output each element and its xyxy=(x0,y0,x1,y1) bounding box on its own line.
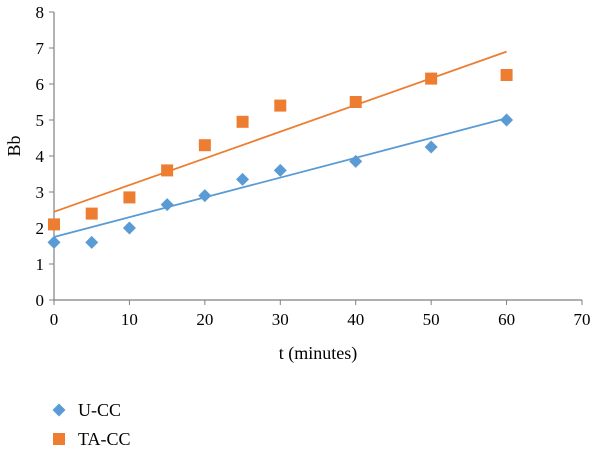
point-u-cc xyxy=(500,113,514,127)
x-tick-label: 0 xyxy=(50,310,59,329)
point-u-cc xyxy=(122,221,136,235)
point-ta-cc xyxy=(85,207,98,220)
point-ta-cc xyxy=(198,139,211,152)
point-u-cc xyxy=(47,235,61,249)
point-ta-cc xyxy=(274,99,287,112)
point-u-cc xyxy=(273,163,287,177)
x-tick-label: 10 xyxy=(121,310,138,329)
point-ta-cc xyxy=(48,218,60,231)
point-ta-cc xyxy=(349,96,362,108)
point-ta-cc xyxy=(123,191,136,204)
x-tick-label: 60 xyxy=(498,310,515,329)
y-tick-label: 5 xyxy=(36,111,45,130)
axes: 0 1 2 3 4 5 6 7 8 0 10 20 30 40 50 60 70 xyxy=(36,3,591,329)
y-tick-label: 7 xyxy=(36,39,45,58)
y-axis-title: Bb xyxy=(4,135,24,156)
legend-marker-ta-cc xyxy=(53,433,65,445)
data-points xyxy=(47,69,514,249)
legend-label-u-cc: U-CC xyxy=(78,400,121,420)
y-tick-label: 6 xyxy=(36,75,45,94)
point-ta-cc xyxy=(500,69,513,81)
y-tick-label: 0 xyxy=(36,291,45,310)
legend-label-ta-cc: TA-CC xyxy=(78,429,131,449)
point-u-cc xyxy=(349,154,363,168)
point-u-cc xyxy=(85,235,99,249)
point-u-cc xyxy=(236,172,250,186)
trendline-u-cc xyxy=(53,117,507,238)
y-tick-label: 4 xyxy=(36,147,45,166)
x-axis-title: t (minutes) xyxy=(279,343,358,364)
y-tick-label: 3 xyxy=(36,183,45,202)
y-tick-label: 2 xyxy=(36,219,45,238)
legend: U-CC TA-CC xyxy=(52,400,131,449)
y-tick-label: 8 xyxy=(36,3,45,22)
legend-marker-u-cc xyxy=(52,403,66,417)
x-tick-label: 70 xyxy=(574,310,591,329)
point-u-cc xyxy=(198,189,212,203)
x-tick-label: 30 xyxy=(272,310,289,329)
point-ta-cc xyxy=(161,164,174,177)
trendline-ta-cc xyxy=(53,50,507,213)
x-tick-label: 50 xyxy=(423,310,440,329)
point-u-cc xyxy=(424,140,438,154)
trendlines xyxy=(53,50,507,238)
x-tick-label: 20 xyxy=(196,310,213,329)
point-u-cc xyxy=(160,198,174,212)
x-tick-label: 40 xyxy=(347,310,364,329)
point-ta-cc xyxy=(425,72,438,85)
y-tick-label: 1 xyxy=(36,255,45,274)
point-ta-cc xyxy=(236,115,249,128)
